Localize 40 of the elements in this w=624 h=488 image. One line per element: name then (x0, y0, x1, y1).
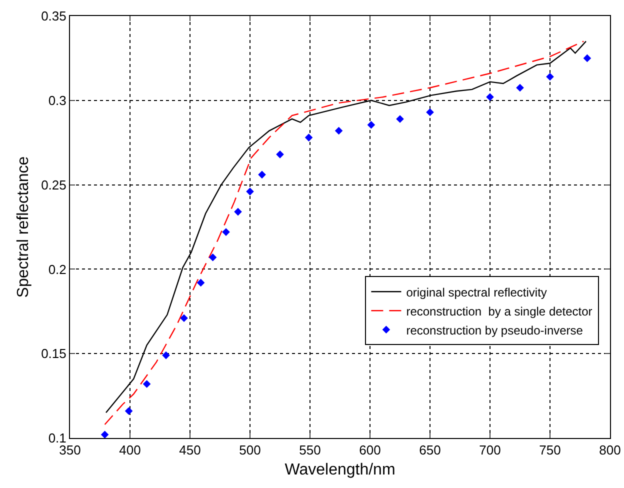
x-tick-label: 700 (479, 442, 501, 458)
x-axis-title: Wavelength/nm (284, 461, 396, 478)
point (162, 351, 170, 360)
legend-label: reconstruction by a single detector (406, 304, 592, 318)
point (396, 115, 404, 123)
y-tick-label: 0.25 (41, 177, 66, 192)
y-axis-title: Spectral reflectance (15, 156, 32, 298)
point (258, 170, 266, 179)
point (234, 208, 242, 216)
x-tick-label: 400 (119, 442, 141, 458)
x-tick-label: 450 (179, 442, 201, 458)
point (196, 278, 205, 287)
x-tick-label: 800 (599, 442, 621, 458)
point (208, 253, 217, 262)
point (486, 93, 494, 101)
point (276, 150, 284, 158)
point (426, 108, 434, 116)
x-tick-label: 650 (419, 442, 441, 458)
point (304, 134, 313, 142)
point (142, 380, 151, 388)
y-tick-label: 0.35 (41, 8, 66, 24)
point (100, 430, 109, 438)
point (222, 228, 230, 236)
x-tick-label: 500 (239, 442, 261, 458)
y-tick-label: 0.3 (48, 92, 66, 108)
x-tick-label: 750 (539, 442, 561, 458)
legend-label: original spectral reflectivity (406, 285, 547, 300)
x-tick-label: 600 (359, 442, 381, 458)
point (246, 188, 254, 196)
x-tick-label: 550 (299, 442, 321, 458)
point (546, 72, 554, 81)
point (583, 54, 592, 62)
y-tick-label: 0.15 (41, 346, 66, 362)
point (124, 407, 133, 415)
point (334, 126, 343, 135)
y-tick-label: 0.2 (48, 262, 66, 277)
point (180, 314, 188, 322)
point (516, 84, 524, 92)
point (367, 120, 376, 129)
legend-label: reconstruction by pseudo-inverse (406, 323, 584, 338)
